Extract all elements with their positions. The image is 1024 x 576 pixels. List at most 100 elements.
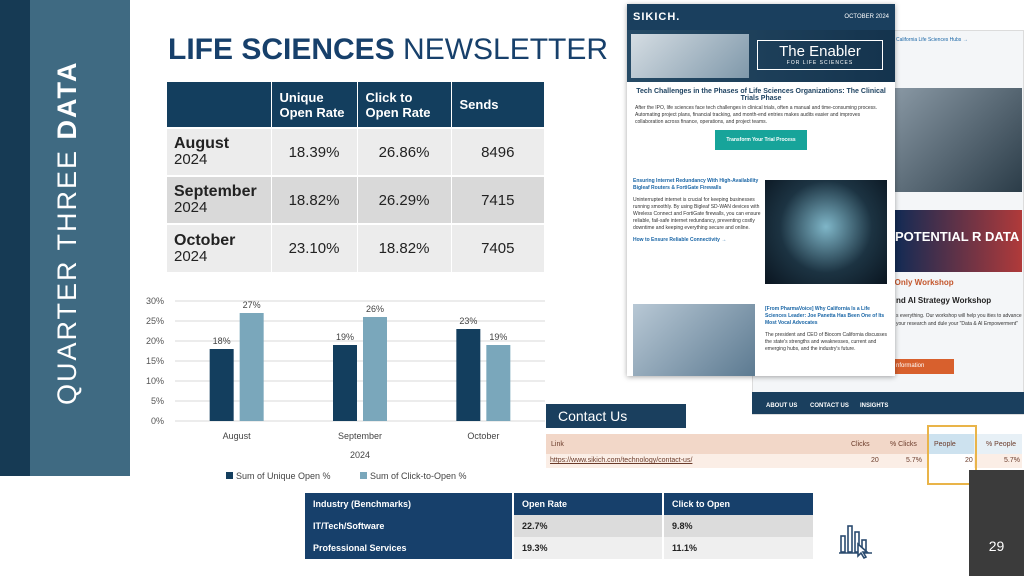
enabler-subtitle: FOR LIFE SCIENCES — [786, 60, 854, 66]
page-title: LIFE SCIENCES NEWSLETTER — [168, 33, 608, 67]
sidebar-stripe — [0, 0, 30, 476]
cloud-image — [765, 180, 887, 284]
stats-header-unique: Unique Open Rate — [271, 82, 358, 128]
benchmark-header-open: Open Rate — [513, 493, 664, 515]
benchmark-open: 19.3% — [513, 537, 664, 559]
promo-button[interactable]: nformation — [892, 359, 954, 374]
promo-body: s everything. Our workshop will help you… — [896, 313, 1022, 327]
footer-link-about[interactable]: ABOUT US — [766, 403, 798, 409]
lab-image — [892, 88, 1022, 192]
data-label: 18% — [213, 336, 231, 346]
page-number-box: 29 — [969, 470, 1024, 576]
benchmark-header-cto: Click to Open — [663, 493, 815, 515]
unique-open-cell: 18.82% — [271, 175, 358, 224]
benchmark-cto: 9.8% — [663, 515, 815, 537]
benchmark-cto: 11.1% — [663, 537, 815, 559]
month-cell: September 2024 — [167, 175, 272, 224]
newsletter-date: OCTOBER 2024 — [844, 14, 889, 20]
contact-us-title: Contact Us — [546, 404, 686, 428]
y-tick-label: 25% — [146, 316, 164, 326]
table-row: Professional Services 19.3% 11.1% — [305, 537, 815, 559]
newsletter-preview: SIKICH. OCTOBER 2024 The Enabler FOR LIFE… — [627, 4, 895, 376]
people-highlight-box — [927, 425, 977, 485]
bar — [456, 329, 481, 421]
vertical-title-regular: QUARTER THREE — [52, 139, 82, 405]
transform-trial-button[interactable]: Transform Your Trial Process — [715, 130, 807, 150]
vertical-title: QUARTER THREE DATA — [52, 25, 83, 405]
table-row: https://www.sikich.com/technology/contac… — [546, 454, 1022, 468]
cto-cell: 26.29% — [357, 175, 452, 224]
page-title-regular: NEWSLETTER — [394, 33, 609, 66]
article-internet-link[interactable]: How to Ensure Reliable Connectivity → — [633, 237, 727, 243]
x-axis-label: 2024 — [350, 450, 370, 460]
chart-click-icon — [839, 525, 872, 560]
stats-table: Unique Open Rate Click to Open Rate Send… — [167, 82, 545, 272]
article-internet-title[interactable]: Ensuring Internet Redundancy With High-A… — [633, 178, 759, 191]
article-california-title[interactable]: [From PharmaVoice] Why California Is a L… — [765, 306, 885, 326]
month-label: September — [174, 183, 257, 200]
enabler-title-text: The Enabler — [779, 43, 861, 60]
newsletter-footer: ABOUT US CONTACT US INSIGHTS — [752, 392, 1024, 414]
promo-banner: POTENTIAL R DATA — [892, 210, 1022, 272]
data-label: 19% — [489, 332, 507, 342]
contact-header-people: People — [934, 441, 956, 448]
newsletter-headline: Tech Challenges in the Phases of Life Sc… — [636, 88, 886, 102]
page-title-bold: LIFE SCIENCES — [168, 33, 395, 66]
y-tick-label: 0% — [151, 416, 164, 426]
month-cell: August 2024 — [167, 127, 272, 176]
article-internet-body: Uninterrupted internet is crucial for ke… — [633, 197, 761, 231]
legend-label: Sum of Unique Open % — [236, 471, 331, 481]
month-cell: October 2024 — [167, 223, 272, 272]
contact-clicks: 20 — [871, 457, 879, 464]
table-row: October 2024 23.10% 18.82% 7405 — [167, 223, 545, 272]
stats-header-empty — [167, 82, 272, 128]
contact-table: Link Clicks % Clicks People % People htt… — [546, 434, 1022, 468]
footer-link-insights[interactable]: INSIGHTS — [860, 403, 889, 409]
stats-table-header: Unique Open Rate Click to Open Rate Send… — [167, 82, 545, 128]
vertical-title-bold: DATA — [52, 60, 82, 140]
promo-sub: -Only Workshop — [892, 278, 954, 287]
unique-open-cell: 23.10% — [271, 223, 358, 272]
contact-header-pct-clicks: % Clicks — [890, 441, 917, 448]
data-label: 26% — [366, 304, 384, 314]
legend-label: Sum of Click-to-Open % — [370, 471, 467, 481]
data-label: 19% — [336, 332, 354, 342]
stats-header-cto: Click to Open Rate — [357, 82, 452, 128]
lab-photo — [631, 34, 749, 78]
stats-header-sends: Sends — [451, 82, 545, 128]
data-label: 27% — [243, 300, 261, 310]
x-tick-label: October — [467, 431, 499, 441]
bar — [333, 345, 357, 421]
contact-link[interactable]: https://www.sikich.com/technology/contac… — [550, 457, 693, 464]
right-page-link[interactable]: California Life Sciences Hubs → — [896, 37, 968, 43]
footer-link-contact[interactable]: CONTACT US — [810, 403, 849, 409]
article-california-body: The president and CEO of Biocom Californ… — [765, 332, 888, 352]
benchmark-header: Industry (Benchmarks) Open Rate Click to… — [305, 493, 815, 515]
benchmark-table: Industry (Benchmarks) Open Rate Click to… — [305, 493, 815, 559]
unique-open-cell: 18.39% — [271, 127, 358, 176]
contact-pct-clicks: 5.7% — [906, 457, 922, 464]
contact-table-header: Link Clicks % Clicks People % People — [546, 434, 1022, 454]
legend-swatch — [226, 472, 233, 479]
article-california: [From PharmaVoice] Why California Is a L… — [765, 306, 889, 358]
benchmark-header-industry: Industry (Benchmarks) — [305, 493, 514, 515]
y-tick-label: 5% — [151, 396, 164, 406]
y-tick-label: 30% — [146, 296, 164, 306]
table-row: September 2024 18.82% 26.29% 7415 — [167, 175, 545, 224]
sends-cell: 7405 — [451, 223, 545, 272]
enabler-title: The Enabler FOR LIFE SCIENCES — [757, 40, 883, 70]
data-label: 23% — [459, 316, 477, 326]
year-label: 2024 — [174, 247, 208, 265]
month-label: August — [174, 135, 230, 152]
bar — [239, 313, 264, 421]
article-internet: Ensuring Internet Redundancy With High-A… — [633, 178, 761, 243]
people-cell-bg — [928, 454, 974, 468]
page-number: 29 — [988, 538, 1005, 554]
pct-people-col-bg — [974, 434, 1022, 454]
year-label: 2024 — [174, 151, 208, 168]
legend-swatch — [360, 472, 367, 479]
sends-cell: 7415 — [451, 175, 545, 224]
contact-header-link: Link — [551, 441, 564, 448]
y-tick-label: 15% — [146, 356, 164, 366]
doctors-image — [633, 304, 755, 376]
